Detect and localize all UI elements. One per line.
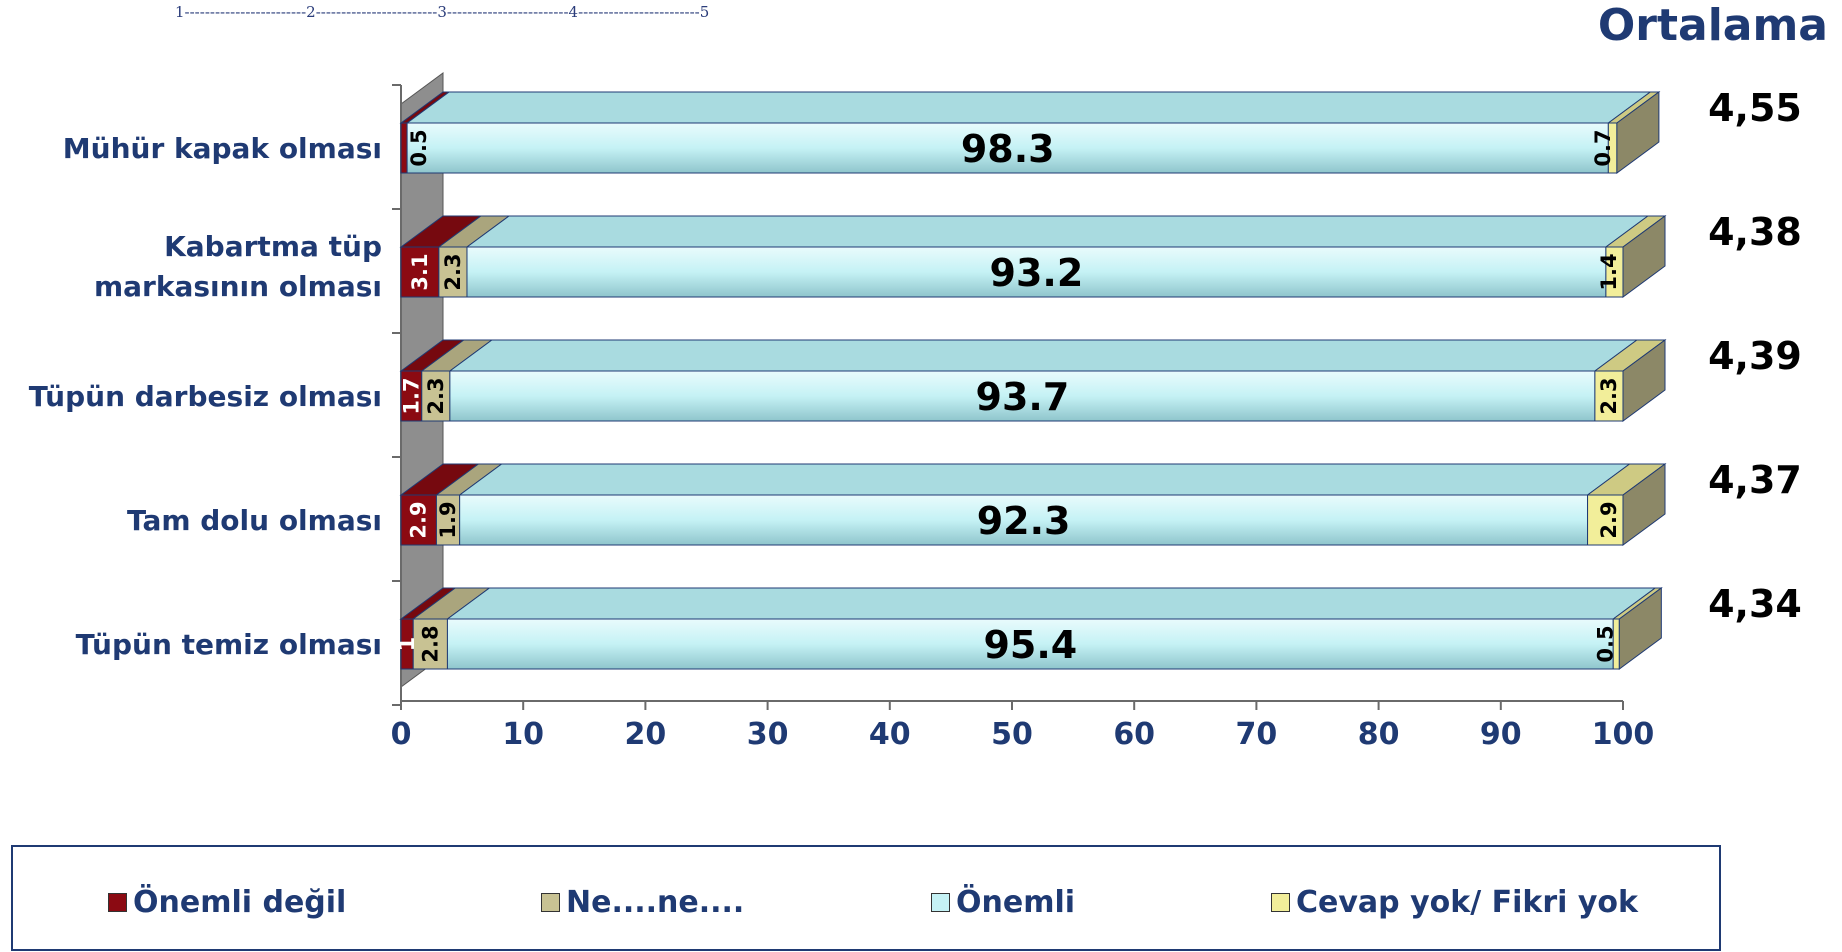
average-value: 4,34	[1708, 582, 1802, 626]
data-label: 0.5	[1593, 625, 1617, 662]
category-label: Mühür kapak olması	[63, 132, 382, 165]
bar-row: Tüpün temiz olması 1 2.8 95.4 0.5 4,34	[76, 582, 1802, 670]
bar-row: Kabartma tüp markasının olması 3.1 2.3 93.2 1…	[94, 210, 1802, 303]
x-tick-label-50: 50	[991, 717, 1033, 752]
legend-item-onemli-degil: Önemli değil	[108, 885, 346, 920]
bar-row: Mühür kapak olması 0.5 98.3 0.7 4,55	[63, 86, 1802, 174]
bar-segment-top	[448, 339, 1639, 372]
bar-segment	[1587, 494, 1624, 546]
bar-row: Tam dolu olması 2.9 1.9 92.3 2.94,37	[127, 458, 1802, 546]
x-tick-label-10: 10	[502, 717, 544, 752]
data-label: 93.7	[976, 375, 1070, 419]
legend-item-onemli: Önemli	[931, 885, 1075, 920]
data-label: 1.9	[436, 501, 460, 538]
rating-scale-line: 1------------------------2--------------…	[175, 3, 710, 21]
data-label: 0.5	[407, 129, 431, 166]
data-label: 2.9	[407, 501, 431, 538]
category-label: Tüpün temiz olması	[76, 628, 382, 661]
data-label: 1.4	[1597, 253, 1621, 290]
x-tick-label-20: 20	[625, 717, 667, 752]
bar-segment-top	[445, 587, 1657, 620]
bar-segment	[400, 246, 440, 298]
bar-segment-top	[465, 215, 1650, 248]
data-label: 1.7	[399, 377, 423, 414]
average-value: 4,39	[1708, 334, 1802, 378]
data-label: 95.4	[983, 623, 1077, 667]
bar-end-cap	[1622, 463, 1666, 546]
legend-label-onemli-degil: Önemli değil	[133, 885, 347, 920]
x-tick-label-80: 80	[1358, 717, 1400, 752]
legend-swatch-ne-ne	[541, 893, 560, 912]
chart-legend: Önemli değil Ne....ne.... Önemli Cevap y…	[11, 845, 1721, 951]
x-tick-label-60: 60	[1113, 717, 1155, 752]
legend-label-cevap-yok: Cevap yok/ Fikri yok	[1296, 885, 1638, 920]
bar-segment	[446, 618, 1614, 670]
category-label: Tüpün darbesiz olması	[29, 380, 382, 413]
legend-label-onemli: Önemli	[956, 885, 1076, 920]
data-label: 93.2	[990, 251, 1084, 295]
legend-item-ne-ne: Ne....ne....	[541, 885, 744, 920]
x-tick-label-90: 90	[1480, 717, 1522, 752]
legend-label-ne-ne: Ne....ne....	[566, 885, 745, 920]
bar-row: Tüpün darbesiz olması 1.7 2.3 93.7 2.34,39	[29, 334, 1802, 422]
legend-swatch-onemli	[931, 893, 950, 912]
average-value: 4,37	[1708, 458, 1802, 502]
x-tick-label-40: 40	[869, 717, 911, 752]
average-value: 4,55	[1708, 86, 1802, 130]
legend-item-cevap-yok: Cevap yok/ Fikri yok	[1271, 885, 1638, 920]
stacked-bar-chart: 0 10 20 30 40 50 60 70 80 90 100 Mühür kapak olması…	[29, 72, 1802, 752]
legend-swatch-onemli-degil	[108, 893, 127, 912]
bar-end-cap	[1622, 339, 1666, 422]
bar-segment-top	[458, 463, 1632, 496]
average-value: 4,38	[1708, 210, 1802, 254]
bar-end-cap	[1616, 91, 1660, 174]
data-label: 98.3	[961, 127, 1055, 171]
bar-end-cap	[1622, 215, 1666, 298]
data-label: 2.3	[441, 253, 465, 290]
data-label: 2.3	[1597, 377, 1621, 414]
bar-segment	[459, 494, 1589, 546]
bar-end-cap	[1618, 587, 1662, 670]
data-label: 3.1	[408, 253, 432, 290]
bar-segment	[438, 246, 468, 298]
data-label: 1	[395, 637, 419, 652]
bar-segment-top	[405, 91, 1652, 124]
data-label: 92.3	[977, 499, 1071, 543]
bar-segment	[1594, 370, 1624, 422]
bar-segment	[449, 370, 1596, 422]
x-tick-label-100: 100	[1592, 717, 1655, 752]
data-label: 2.8	[418, 625, 442, 662]
x-tick-label-0: 0	[391, 717, 412, 752]
legend-swatch-cevap-yok	[1271, 893, 1290, 912]
x-tick-label-70: 70	[1236, 717, 1278, 752]
data-label: 2.3	[424, 377, 448, 414]
category-label: Kabartma tüp	[164, 230, 382, 263]
x-tick-label-30: 30	[747, 717, 789, 752]
average-column-title: Ortalama	[1597, 0, 1828, 51]
category-label: markasının olması	[94, 270, 382, 303]
data-label: 0.7	[1591, 129, 1615, 166]
data-label: 2.9	[1597, 501, 1621, 538]
category-label: Tam dolu olması	[127, 504, 382, 537]
